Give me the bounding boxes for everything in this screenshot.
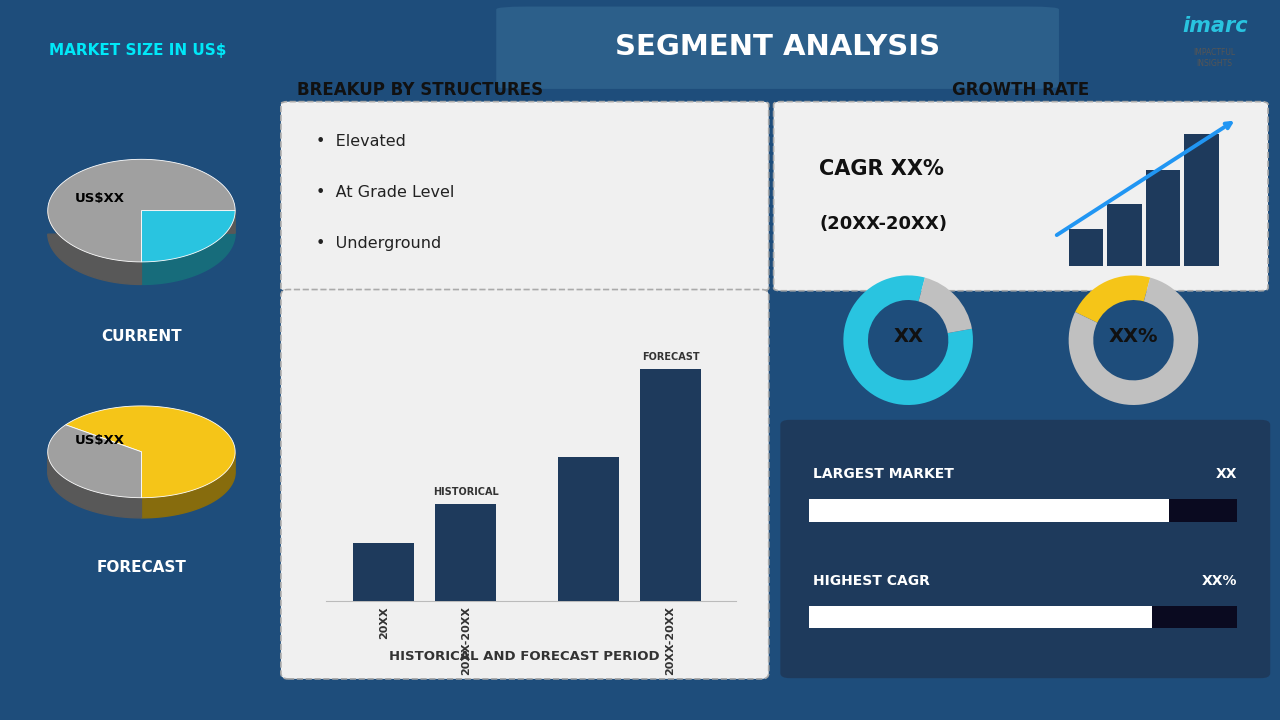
Text: HIGHEST CAGR: HIGHEST CAGR [813,575,931,588]
Text: XX: XX [1216,467,1238,482]
Text: imarc: imarc [1181,17,1248,36]
Bar [1152,606,1238,629]
Text: •  Underground: • Underground [316,236,442,251]
Wedge shape [844,276,973,405]
Bar [1169,500,1238,522]
Text: XX: XX [893,328,923,346]
Text: IMPACTFUL
INSIGHTS: IMPACTFUL INSIGHTS [1194,48,1235,68]
Bar [809,500,1169,522]
Bar [809,606,1152,629]
Polygon shape [47,425,141,498]
Polygon shape [141,211,236,262]
Text: HISTORICAL: HISTORICAL [433,487,498,497]
Text: •  Elevated: • Elevated [316,134,406,148]
Bar [353,543,415,601]
Text: BREAKUP BY STRUCTURES: BREAKUP BY STRUCTURES [297,81,544,99]
Wedge shape [919,278,972,333]
Wedge shape [1075,276,1151,323]
Text: SEGMENT ANALYSIS: SEGMENT ANALYSIS [614,33,941,60]
Text: GROWTH RATE: GROWTH RATE [952,81,1089,99]
Text: FORECAST: FORECAST [641,352,699,362]
Text: •  At Grade Level: • At Grade Level [316,185,454,200]
Bar [1107,204,1142,266]
FancyBboxPatch shape [280,102,769,291]
Bar [1069,229,1103,266]
Polygon shape [141,453,236,518]
Polygon shape [141,211,236,284]
Polygon shape [65,406,236,498]
Polygon shape [47,452,141,518]
Text: CURRENT: CURRENT [101,329,182,344]
Text: XX%: XX% [1108,328,1158,346]
Text: XX%: XX% [1202,575,1238,588]
Bar [1184,134,1219,266]
Text: FORECAST: FORECAST [96,559,187,575]
Bar [640,369,701,601]
Text: LARGEST MARKET: LARGEST MARKET [813,467,954,482]
FancyBboxPatch shape [773,102,1268,291]
Bar [435,504,497,601]
Text: US$XX: US$XX [74,434,124,447]
Polygon shape [47,211,236,284]
FancyBboxPatch shape [781,420,1270,678]
Polygon shape [47,159,236,262]
Text: CAGR XX%: CAGR XX% [819,158,945,179]
Text: HISTORICAL AND FORECAST PERIOD: HISTORICAL AND FORECAST PERIOD [389,649,660,662]
Text: US$XX: US$XX [74,192,124,204]
FancyBboxPatch shape [497,6,1059,89]
Text: MARKET SIZE IN US$: MARKET SIZE IN US$ [49,43,227,58]
Bar [1146,171,1180,266]
Text: (20XX-20XX): (20XX-20XX) [819,215,947,233]
Wedge shape [1069,278,1198,405]
FancyBboxPatch shape [280,289,769,679]
Bar [558,457,620,601]
